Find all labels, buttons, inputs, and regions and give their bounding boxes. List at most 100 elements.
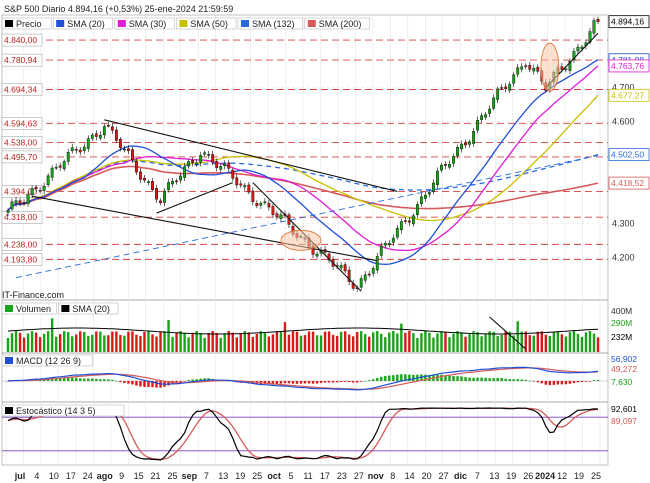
volume-bar — [452, 333, 455, 352]
candle-body — [375, 256, 379, 271]
macd-histogram-bar — [263, 381, 267, 385]
legend-box — [114, 17, 175, 30]
candle-body — [339, 265, 343, 269]
moving-averages — [7, 59, 599, 265]
candle-body — [383, 243, 387, 246]
candle-body — [171, 181, 174, 185]
volume-bar — [524, 331, 527, 352]
candle-body — [143, 178, 146, 181]
x-tick-label: nov — [368, 471, 384, 481]
macd-histogram-bar — [524, 379, 527, 381]
volume-bar — [480, 336, 483, 352]
candle-body — [199, 155, 203, 163]
legend-box — [1, 404, 125, 417]
macd-histogram-bar — [343, 381, 347, 382]
trend-lines — [15, 32, 599, 292]
candle-body — [560, 66, 564, 70]
candle-body — [432, 182, 435, 192]
macd-histogram-bar — [107, 379, 110, 381]
level-label-box — [1, 83, 43, 96]
candle-body — [163, 190, 166, 203]
volume-bar — [26, 333, 30, 352]
x-tick-label: 25 — [167, 471, 177, 481]
sma-line-200 — [7, 165, 599, 211]
volume-bar — [42, 333, 46, 352]
volume-bar — [135, 334, 138, 352]
x-tick-label: 13 — [489, 471, 499, 481]
volume-bar — [596, 337, 600, 352]
macd-histogram-bar — [62, 377, 66, 381]
x-tick-label: 19 — [506, 471, 516, 481]
indicator-tick: 400M — [611, 306, 632, 316]
candle-body — [231, 169, 235, 179]
volume-bar — [380, 333, 383, 352]
candle-body — [239, 183, 243, 186]
x-tick-label: 4 — [34, 471, 39, 481]
volume-bar — [500, 334, 503, 352]
level-label-box — [1, 253, 43, 266]
candle-body — [187, 161, 191, 167]
candle-body — [94, 133, 98, 137]
macd-histogram-bar — [135, 381, 138, 386]
candle-body — [488, 108, 492, 114]
volume-bar — [512, 335, 515, 352]
volume-bar — [323, 331, 327, 352]
volume-bar — [364, 334, 367, 352]
macd-histogram-bar — [460, 376, 463, 381]
volume-bar — [315, 335, 319, 352]
level-label: 4.318,00 — [4, 212, 37, 222]
macd-histogram-bar — [520, 379, 523, 381]
x-tick-label: jul — [14, 471, 26, 481]
legend-box — [1, 17, 52, 30]
price-badge-label: 4.502,50 — [611, 150, 644, 160]
volume-bar — [584, 332, 588, 352]
macd-histogram-bar — [319, 381, 323, 383]
price-badge-label: 4.894,16 — [611, 17, 644, 27]
macd-histogram-bar — [199, 378, 202, 381]
volume-bar — [319, 335, 323, 352]
indicator-tick: 7,630 — [611, 377, 633, 387]
volume-bar — [472, 331, 475, 352]
candle-body — [215, 161, 219, 168]
macd-histogram-bar — [412, 374, 415, 381]
volume-bar — [99, 331, 102, 352]
candle-body — [516, 67, 520, 75]
legend-swatch — [5, 407, 13, 414]
volume-bar — [295, 331, 299, 352]
candle-body — [496, 88, 500, 100]
volume-bar — [155, 336, 158, 352]
volume-bar — [275, 331, 279, 352]
volume-bar — [14, 331, 18, 352]
volume-bar — [311, 331, 315, 352]
candle-body — [139, 171, 142, 180]
indicator-tick: 56,902 — [611, 354, 637, 364]
volume-bar — [540, 331, 544, 352]
level-label-box — [1, 53, 43, 67]
volume-bar — [404, 332, 407, 352]
level-label-box — [1, 33, 43, 47]
legend-label: SMA (30) — [129, 19, 167, 29]
candle-body — [98, 134, 102, 139]
volume-bar — [568, 332, 572, 352]
x-tick-label: dic — [454, 471, 467, 481]
legend-label: MACD (12 26 9) — [16, 356, 81, 366]
legend-swatch — [56, 20, 65, 27]
candle-body — [520, 66, 524, 70]
volume-bar — [54, 336, 58, 352]
x-tick-label: 12 — [557, 471, 567, 481]
x-tick-label: 7 — [204, 471, 209, 481]
sma-line-132 — [7, 153, 599, 211]
volume-bar — [484, 334, 487, 352]
macd-histogram-bar — [372, 379, 375, 381]
volume-bar — [271, 334, 275, 352]
volume-bar — [123, 335, 126, 352]
macd-histogram-bar — [384, 375, 387, 381]
price-badge-label: 4.418,52 — [611, 178, 644, 188]
macd-histogram-bar — [556, 381, 560, 385]
volume-bar — [159, 332, 162, 352]
volume-bar — [38, 337, 42, 352]
volume-bars — [6, 316, 600, 352]
candle-body — [275, 213, 279, 218]
volume-bar — [191, 332, 194, 352]
volume-trend-line — [489, 316, 527, 350]
